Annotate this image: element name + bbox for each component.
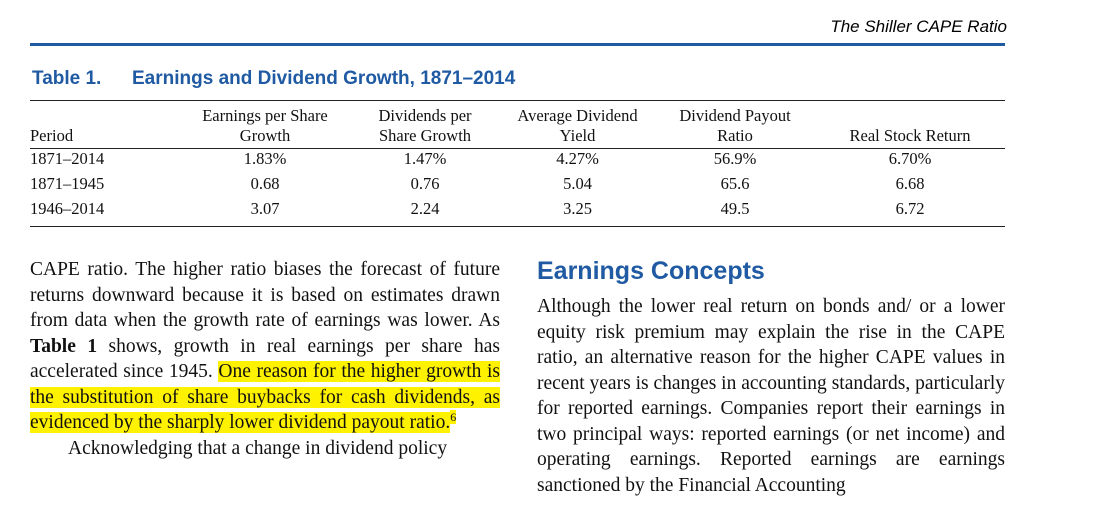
column-header: Real Stock Return bbox=[849, 126, 971, 145]
data-table: Period Earnings per Share Growth Dividend… bbox=[30, 102, 1005, 221]
table-row: 1871–1945 0.68 0.76 5.04 65.6 6.68 bbox=[30, 171, 1005, 196]
column-header: Period bbox=[30, 126, 74, 145]
table-cell: 4.27% bbox=[556, 149, 599, 168]
paragraph-text: CAPE ratio. The higher ratio biases the … bbox=[30, 259, 500, 331]
column-header: Dividend Payout Ratio bbox=[679, 106, 791, 145]
body-paragraph: Although the lower real return on bonds … bbox=[537, 296, 1005, 496]
table-cell: 5.04 bbox=[563, 174, 592, 193]
table-cell: 1871–1945 bbox=[30, 174, 105, 193]
table-cell: 6.68 bbox=[895, 174, 925, 193]
table-top-rule bbox=[30, 100, 1005, 101]
body-paragraph: Acknowledging that a change in dividend … bbox=[68, 437, 448, 459]
column-header: Dividends per Share Growth bbox=[378, 106, 472, 145]
table-cell: 1946–2014 bbox=[30, 199, 105, 218]
table-cell: 1.83% bbox=[243, 149, 287, 168]
table-cell: 3.07 bbox=[250, 199, 280, 218]
table-cell: 2.24 bbox=[410, 199, 440, 218]
table-cell: 6.72 bbox=[895, 199, 925, 218]
table-cell: 0.68 bbox=[250, 174, 280, 193]
table-cell: 0.76 bbox=[410, 174, 440, 193]
column-header: Earnings per Share Growth bbox=[202, 106, 328, 145]
table-cell: 49.5 bbox=[720, 199, 750, 218]
running-head: The Shiller CAPE Ratio bbox=[830, 17, 1007, 36]
table-cell: 65.6 bbox=[720, 174, 750, 193]
table-cell: 56.9% bbox=[713, 149, 757, 168]
table-title: Earnings and Dividend Growth, 1871–2014 bbox=[132, 68, 516, 89]
table-row: 1871–2014 1.83% 1.47% 4.27% 56.9% 6.70% bbox=[30, 146, 1005, 171]
table-bottom-rule bbox=[30, 226, 1005, 227]
header-rule bbox=[30, 43, 1005, 46]
table-cell: 6.70% bbox=[888, 149, 932, 168]
left-column: CAPE ratio. The higher ratio biases the … bbox=[30, 257, 500, 461]
column-header: Average Dividend Yield bbox=[517, 106, 638, 145]
footnote-marker[interactable]: 6 bbox=[450, 409, 457, 424]
section-heading: Earnings Concepts bbox=[537, 257, 765, 285]
right-column: Earnings Concepts Although the lower rea… bbox=[537, 256, 1005, 498]
highlighted-text[interactable]: One reason for the higher growth is the … bbox=[30, 361, 500, 433]
table-row: 1946–2014 3.07 2.24 3.25 49.5 6.72 bbox=[30, 196, 1005, 221]
table-caption: Table 1. Earnings and Dividend Growth, 18… bbox=[32, 68, 515, 90]
table-cell: 1.47% bbox=[403, 149, 447, 168]
table-number: Table 1. bbox=[32, 68, 102, 89]
table-header-rule bbox=[30, 148, 1005, 149]
table-reference: Table 1 bbox=[30, 335, 98, 357]
table-header-row: Period Earnings per Share Growth Dividend… bbox=[30, 102, 1005, 146]
table-cell: 3.25 bbox=[563, 199, 592, 218]
paragraph-text: shows, growth in real earnings per share… bbox=[30, 335, 500, 383]
table-cell: 1871–2014 bbox=[30, 149, 105, 168]
body-paragraph: CAPE ratio. The higher ratio biases the … bbox=[30, 257, 500, 436]
